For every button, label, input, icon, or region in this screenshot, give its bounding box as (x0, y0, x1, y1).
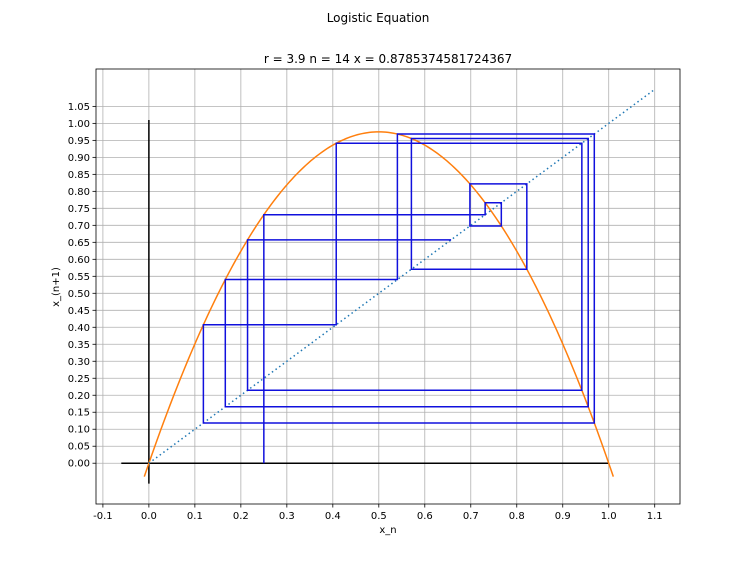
x-tick-label: 0.0 (141, 511, 157, 522)
y-tick-label: 1.05 (68, 102, 90, 113)
y-tick-label: 0.50 (68, 289, 90, 300)
y-axis-label: x_(n+1) (51, 267, 62, 307)
y-tick-label: 0.20 (68, 391, 90, 402)
x-tick-label: -0.1 (93, 511, 113, 522)
y-tick-label: 0.00 (68, 459, 90, 470)
y-tick-label: 0.70 (68, 221, 90, 232)
logistic-curve (143, 131, 615, 477)
y-tick-label: 0.90 (68, 153, 90, 164)
y-tick-label: 0.15 (68, 408, 90, 419)
identity-line (148, 88, 656, 464)
x-tick-label: 0.7 (463, 511, 479, 522)
y-tick-label: 0.10 (68, 425, 90, 436)
series-layer (121, 88, 656, 484)
x-tick-label: 1.0 (601, 511, 617, 522)
y-tick-label: 0.30 (68, 357, 90, 368)
y-axis-ticks: 0.00 0.05 0.10 0.15 0.20 0.25 0.30 0.35 0.40 0.45… (68, 102, 96, 470)
grid (96, 69, 680, 504)
x-axis-label: x_n (379, 525, 396, 536)
figure-suptitle: Logistic Equation (327, 11, 430, 25)
x-axis-ticks: -0.1 0.0 0.1 0.2 0.3 0.4 0.5 0.6 0.7 0.8 0.9 1.0 1.1 (93, 504, 663, 522)
y-tick-label: 0.85 (68, 170, 90, 181)
plot-frame (95, 68, 681, 505)
y-tick-label: 0.25 (68, 374, 90, 385)
x-tick-label: 0.1 (187, 511, 203, 522)
cobweb-path (202, 133, 596, 464)
y-tick-label: 0.05 (68, 442, 90, 453)
y-tick-label: 0.60 (68, 255, 90, 266)
x-tick-label: 0.5 (371, 511, 387, 522)
x-tick-label: 0.6 (417, 511, 433, 522)
x-tick-label: 0.4 (325, 511, 341, 522)
y-tick-label: 0.75 (68, 204, 90, 215)
y-tick-label: 0.65 (68, 238, 90, 249)
y-tick-label: 0.45 (68, 306, 90, 317)
x-tick-label: 0.8 (509, 511, 525, 522)
plot-area (95, 68, 681, 505)
y-tick-label: 0.40 (68, 323, 90, 334)
x-tick-label: 1.1 (647, 511, 663, 522)
x-tick-label: 0.9 (555, 511, 571, 522)
chart-title: r = 3.9 n = 14 x = 0.8785374581724367 (264, 52, 512, 66)
y-tick-label: 0.95 (68, 136, 90, 147)
x-tick-label: 0.2 (233, 511, 249, 522)
y-tick-label: 1.00 (68, 119, 90, 130)
y-tick-label: 0.35 (68, 340, 90, 351)
x-tick-label: 0.3 (279, 511, 295, 522)
y-tick-label: 0.55 (68, 272, 90, 283)
y-tick-label: 0.80 (68, 187, 90, 198)
